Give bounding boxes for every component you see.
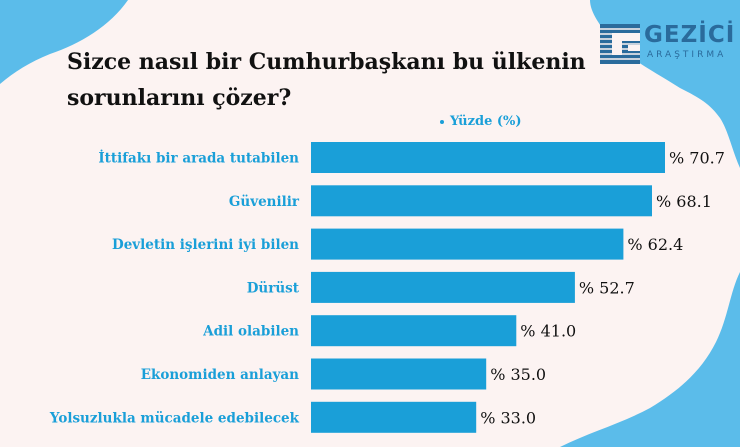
value-label: % 62.4 — [627, 235, 683, 254]
value-label: % 70.7 — [669, 149, 725, 168]
chart-legend: Yüzde (%) — [440, 114, 522, 129]
brand-logo: GEZİCİ ARAŞTIRMA — [600, 22, 735, 70]
value-label: % 68.1 — [656, 192, 712, 211]
value-label: % 41.0 — [520, 322, 576, 341]
bar — [311, 271, 575, 303]
decorative-blob-top-left — [0, 0, 128, 84]
legend-marker — [440, 119, 444, 124]
legend-label: Yüzde (%) — [450, 114, 522, 129]
category-label: Dürüst — [247, 280, 300, 296]
category-label: İttifakı bir arada tutabilen — [98, 151, 299, 167]
brand-subtitle: ARAŞTIRMA — [647, 50, 727, 60]
value-label: % 35.0 — [490, 365, 546, 384]
bar — [311, 228, 624, 260]
bar — [311, 315, 517, 347]
value-label: % 33.0 — [480, 408, 536, 427]
value-label: % 52.7 — [579, 278, 635, 297]
bar — [311, 185, 652, 217]
bar — [311, 358, 487, 390]
category-label: Ekonomiden anlayan — [141, 367, 299, 383]
decorative-blob-bottom-right — [560, 272, 740, 447]
category-label: Yolsuzlukla mücadele edebilecek — [49, 410, 300, 426]
category-label: Devletin işlerini iyi bilen — [112, 237, 299, 253]
bar — [311, 142, 665, 173]
brand-name: GEZİCİ — [644, 22, 736, 48]
category-label: Güvenilir — [229, 194, 300, 210]
bar — [311, 401, 477, 433]
category-label: Adil olabilen — [202, 324, 299, 340]
chart-title: Sizce nasıl bir Cumhurbaşkanı bu ülkenin… — [67, 49, 586, 111]
brand-g-icon — [600, 24, 640, 64]
